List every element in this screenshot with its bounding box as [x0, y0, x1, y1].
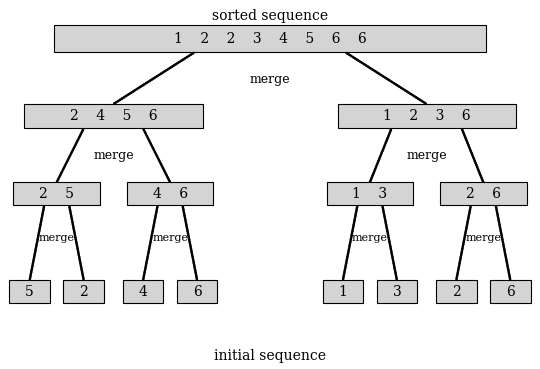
Text: 2    6: 2 6: [466, 187, 501, 201]
FancyBboxPatch shape: [10, 280, 50, 303]
FancyBboxPatch shape: [64, 280, 104, 303]
Text: 3: 3: [393, 284, 401, 299]
Text: 1    2    3    6: 1 2 3 6: [383, 109, 470, 123]
Text: 5: 5: [25, 284, 34, 299]
Text: merge: merge: [39, 233, 75, 243]
Text: sorted sequence: sorted sequence: [212, 9, 328, 23]
Text: merge: merge: [352, 233, 388, 243]
Text: 4    6: 4 6: [152, 187, 188, 201]
Text: merge: merge: [152, 233, 188, 243]
FancyBboxPatch shape: [323, 280, 363, 303]
FancyBboxPatch shape: [14, 182, 100, 205]
FancyBboxPatch shape: [123, 280, 163, 303]
FancyBboxPatch shape: [54, 25, 486, 52]
Text: 1: 1: [339, 284, 347, 299]
Text: 1    2    2    3    4    5    6    6: 1 2 2 3 4 5 6 6: [174, 32, 366, 46]
FancyBboxPatch shape: [127, 182, 213, 205]
Text: 6: 6: [193, 284, 201, 299]
Text: 1    3: 1 3: [352, 187, 388, 201]
Text: merge: merge: [249, 73, 291, 86]
Text: merge: merge: [406, 149, 447, 162]
FancyBboxPatch shape: [490, 280, 530, 303]
FancyBboxPatch shape: [440, 182, 526, 205]
Text: 4: 4: [139, 284, 147, 299]
Text: 2    5: 2 5: [39, 187, 74, 201]
Text: 2    4    5    6: 2 4 5 6: [70, 109, 157, 123]
Text: 2: 2: [452, 284, 461, 299]
Text: 2: 2: [79, 284, 88, 299]
FancyBboxPatch shape: [377, 280, 417, 303]
FancyBboxPatch shape: [327, 182, 413, 205]
FancyBboxPatch shape: [338, 104, 516, 128]
Text: 6: 6: [506, 284, 515, 299]
Text: merge: merge: [465, 233, 501, 243]
Text: initial sequence: initial sequence: [214, 349, 326, 363]
FancyBboxPatch shape: [24, 104, 203, 128]
Text: merge: merge: [93, 149, 134, 162]
FancyBboxPatch shape: [177, 280, 218, 303]
FancyBboxPatch shape: [436, 280, 476, 303]
